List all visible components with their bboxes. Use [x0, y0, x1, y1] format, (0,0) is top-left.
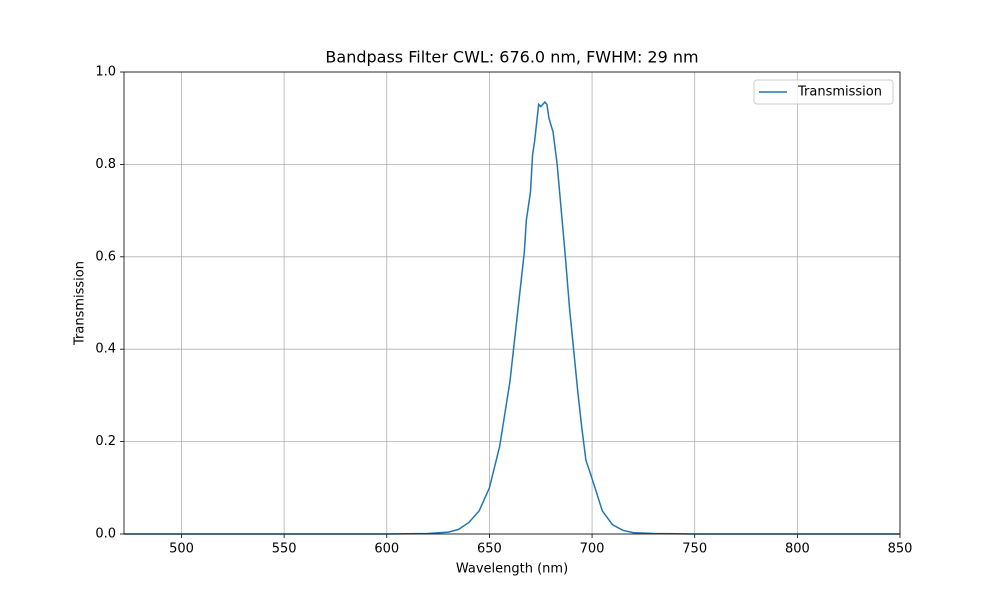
y-tick-label: 0.0: [95, 527, 116, 542]
series-line: [124, 100, 900, 535]
x-tick-label: 550: [272, 542, 297, 557]
x-tick-label: 750: [682, 542, 707, 557]
plot-frame: [123, 71, 901, 535]
y-axis-label: Transmission: [73, 261, 88, 346]
chart-title: Bandpass Filter CWL: 676.0 nm, FWHM: 29 …: [325, 48, 698, 67]
x-axis-label: Wavelength (nm): [456, 562, 568, 577]
x-tick-label: 800: [785, 542, 810, 557]
x-tick-label: 850: [888, 542, 913, 557]
legend-box: [753, 79, 894, 105]
legend-label: Transmission: [797, 85, 882, 100]
x-tick-label: 700: [580, 542, 605, 557]
y-tick-label: 0.2: [95, 434, 116, 449]
y-tick-label: 1.0: [95, 65, 116, 80]
x-tick-label: 650: [477, 542, 502, 557]
x-tick-label: 500: [169, 542, 194, 557]
y-tick-label: 0.6: [95, 249, 116, 264]
y-tick-label: 0.4: [95, 342, 116, 357]
x-tick-label: 600: [374, 542, 399, 557]
y-tick-label: 0.8: [95, 157, 116, 172]
